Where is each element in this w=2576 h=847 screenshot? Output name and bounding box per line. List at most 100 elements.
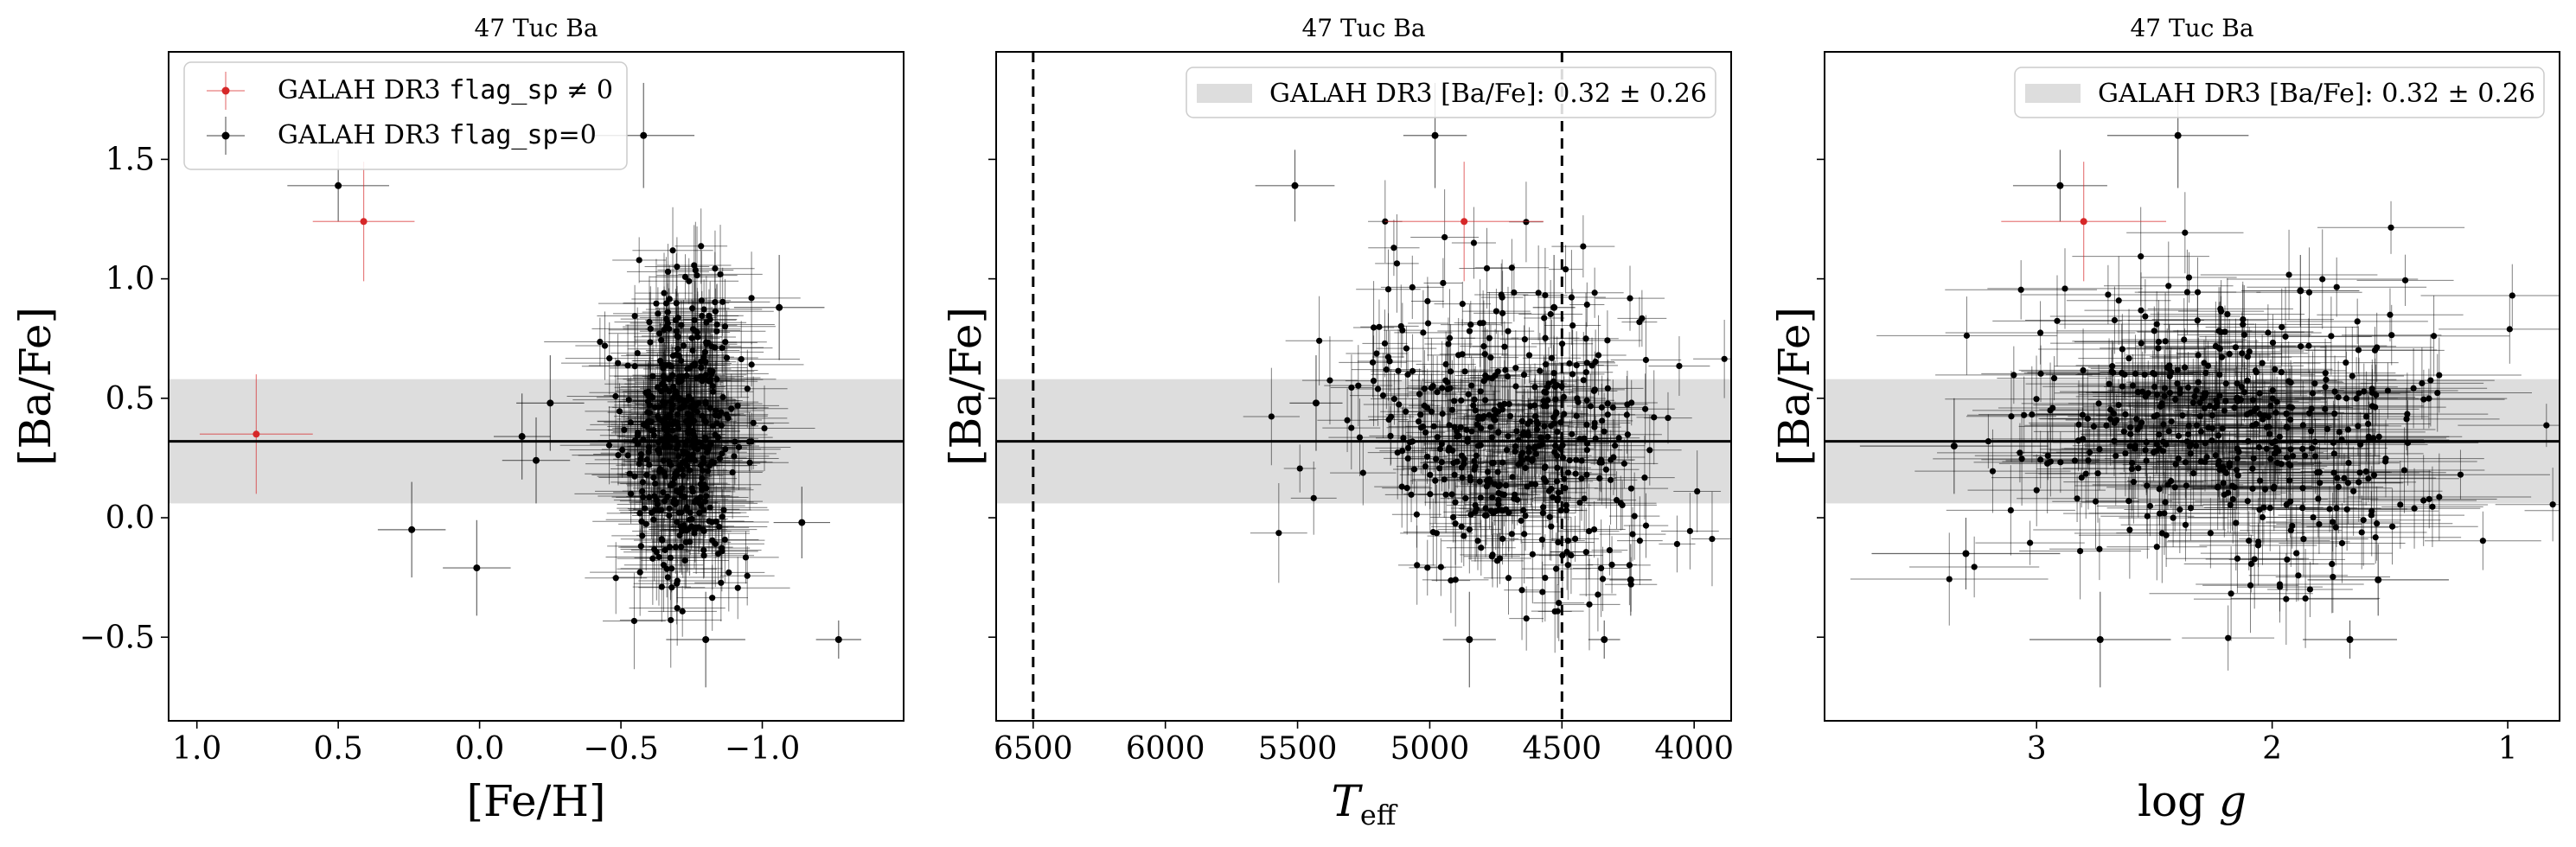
data-point: [2434, 389, 2441, 397]
data-point: [1580, 243, 1587, 250]
outlier-point: [1550, 303, 1558, 311]
data-point: [2106, 380, 2113, 387]
data-point: [2162, 499, 2169, 506]
data-point: [2410, 385, 2417, 392]
data-point: [664, 320, 671, 327]
data-point: [676, 532, 683, 539]
data-point: [1541, 423, 1548, 430]
data-point: [748, 361, 755, 368]
data-point: [2021, 411, 2028, 418]
data-point: [2317, 480, 2324, 487]
x-axis-label: Teff: [1331, 776, 1397, 831]
outlier-point: [1291, 182, 1299, 189]
y-tick-label: 0.0: [105, 500, 155, 536]
data-point: [721, 536, 728, 544]
data-point: [653, 549, 660, 556]
x-tick-label: 1: [2498, 731, 2518, 767]
data-point: [2184, 384, 2192, 391]
data-point: [1481, 351, 1488, 358]
data-point: [2420, 497, 2427, 504]
data-point: [669, 247, 676, 254]
data-point: [2427, 377, 2434, 384]
data-point: [2170, 514, 2176, 521]
data-point: [1583, 301, 1590, 309]
x-tick-label: 0.0: [455, 731, 504, 767]
data-point: [2078, 474, 2085, 481]
data-point: [1546, 513, 1553, 520]
y-axis-label: [Ba/Fe]: [10, 307, 61, 466]
data-point: [2328, 333, 2335, 340]
data-point: [634, 349, 641, 357]
data-point: [636, 257, 642, 264]
data-point: [716, 523, 723, 531]
data-point: [1400, 435, 1407, 442]
data-point: [2080, 366, 2087, 374]
data-point: [2306, 586, 2314, 593]
outlier-point: [1466, 636, 1473, 644]
data-point: [2076, 547, 2084, 555]
data-point: [661, 424, 668, 432]
data-point: [2219, 425, 2226, 432]
data-point: [2355, 423, 2362, 430]
panel-2: 6500 6000 5500 5000 4500 4000 47 Tuc Ba Teff [Ba…: [941, 14, 1734, 831]
x-tick-label: 2: [2262, 731, 2282, 767]
data-point: [2033, 396, 2040, 403]
data-point: [1642, 522, 1650, 529]
data-point: [1458, 464, 1465, 471]
data-point: [2330, 573, 2336, 581]
data-point: [1381, 340, 1389, 347]
data-point: [694, 271, 700, 279]
outlier-point: [2056, 182, 2064, 189]
legend-band-swatch: [1197, 84, 1252, 103]
data-point: [1499, 294, 1505, 301]
data-point: [1390, 245, 1397, 252]
data-point: [2388, 523, 2396, 530]
data-point: [1612, 443, 1619, 449]
x-label-main: log: [2138, 776, 2219, 826]
data-point: [656, 465, 664, 473]
data-point: [1537, 367, 1544, 374]
data-point: [2176, 506, 2183, 513]
x-tick-label: 5500: [1258, 731, 1338, 767]
data-point: [1971, 564, 1978, 570]
data-point: [2246, 348, 2253, 355]
data-point: [1450, 459, 1457, 467]
data-point: [1383, 366, 1390, 373]
data-point: [2247, 582, 2254, 589]
data-point: [2138, 340, 2145, 347]
data-point: [2305, 289, 2313, 296]
data-point: [1442, 360, 1449, 368]
data-point: [1582, 335, 1589, 342]
data-point: [2311, 380, 2318, 387]
legend-label-flag-nonzero: GALAH DR3 flag_sp ≠ 0: [278, 75, 613, 105]
data-point: [1551, 383, 1559, 391]
data-point: [2187, 441, 2195, 448]
data-point: [1424, 564, 1431, 571]
data-point: [675, 509, 682, 516]
data-point: [1446, 334, 1454, 341]
data-point: [1461, 532, 1467, 539]
data-point: [2403, 416, 2410, 423]
data-point: [1591, 290, 1598, 296]
data-point: [658, 336, 665, 344]
outlier-point: [1950, 443, 1958, 450]
x-axis-label: [Fe/H]: [466, 776, 605, 826]
outlier-point: [798, 519, 806, 526]
data-point: [692, 266, 699, 274]
x-label-sub: eff: [1360, 799, 1398, 831]
data-point: [2343, 359, 2349, 366]
data-point: [674, 471, 681, 479]
data-point: [734, 584, 741, 591]
data-point: [1404, 371, 1411, 378]
legend-label-suffix: =0: [559, 120, 597, 150]
y-axis-label: [Ba/Fe]: [1769, 307, 1819, 466]
legend-box: [183, 61, 628, 170]
legend-marker: [221, 131, 230, 140]
data-point: [2308, 405, 2315, 412]
data-point: [2240, 389, 2248, 396]
outlier-point: [1962, 550, 1970, 557]
data-point: [2397, 501, 2404, 508]
data-point: [746, 459, 753, 466]
data-point: [2220, 480, 2227, 487]
axes-frame: [995, 51, 1732, 722]
